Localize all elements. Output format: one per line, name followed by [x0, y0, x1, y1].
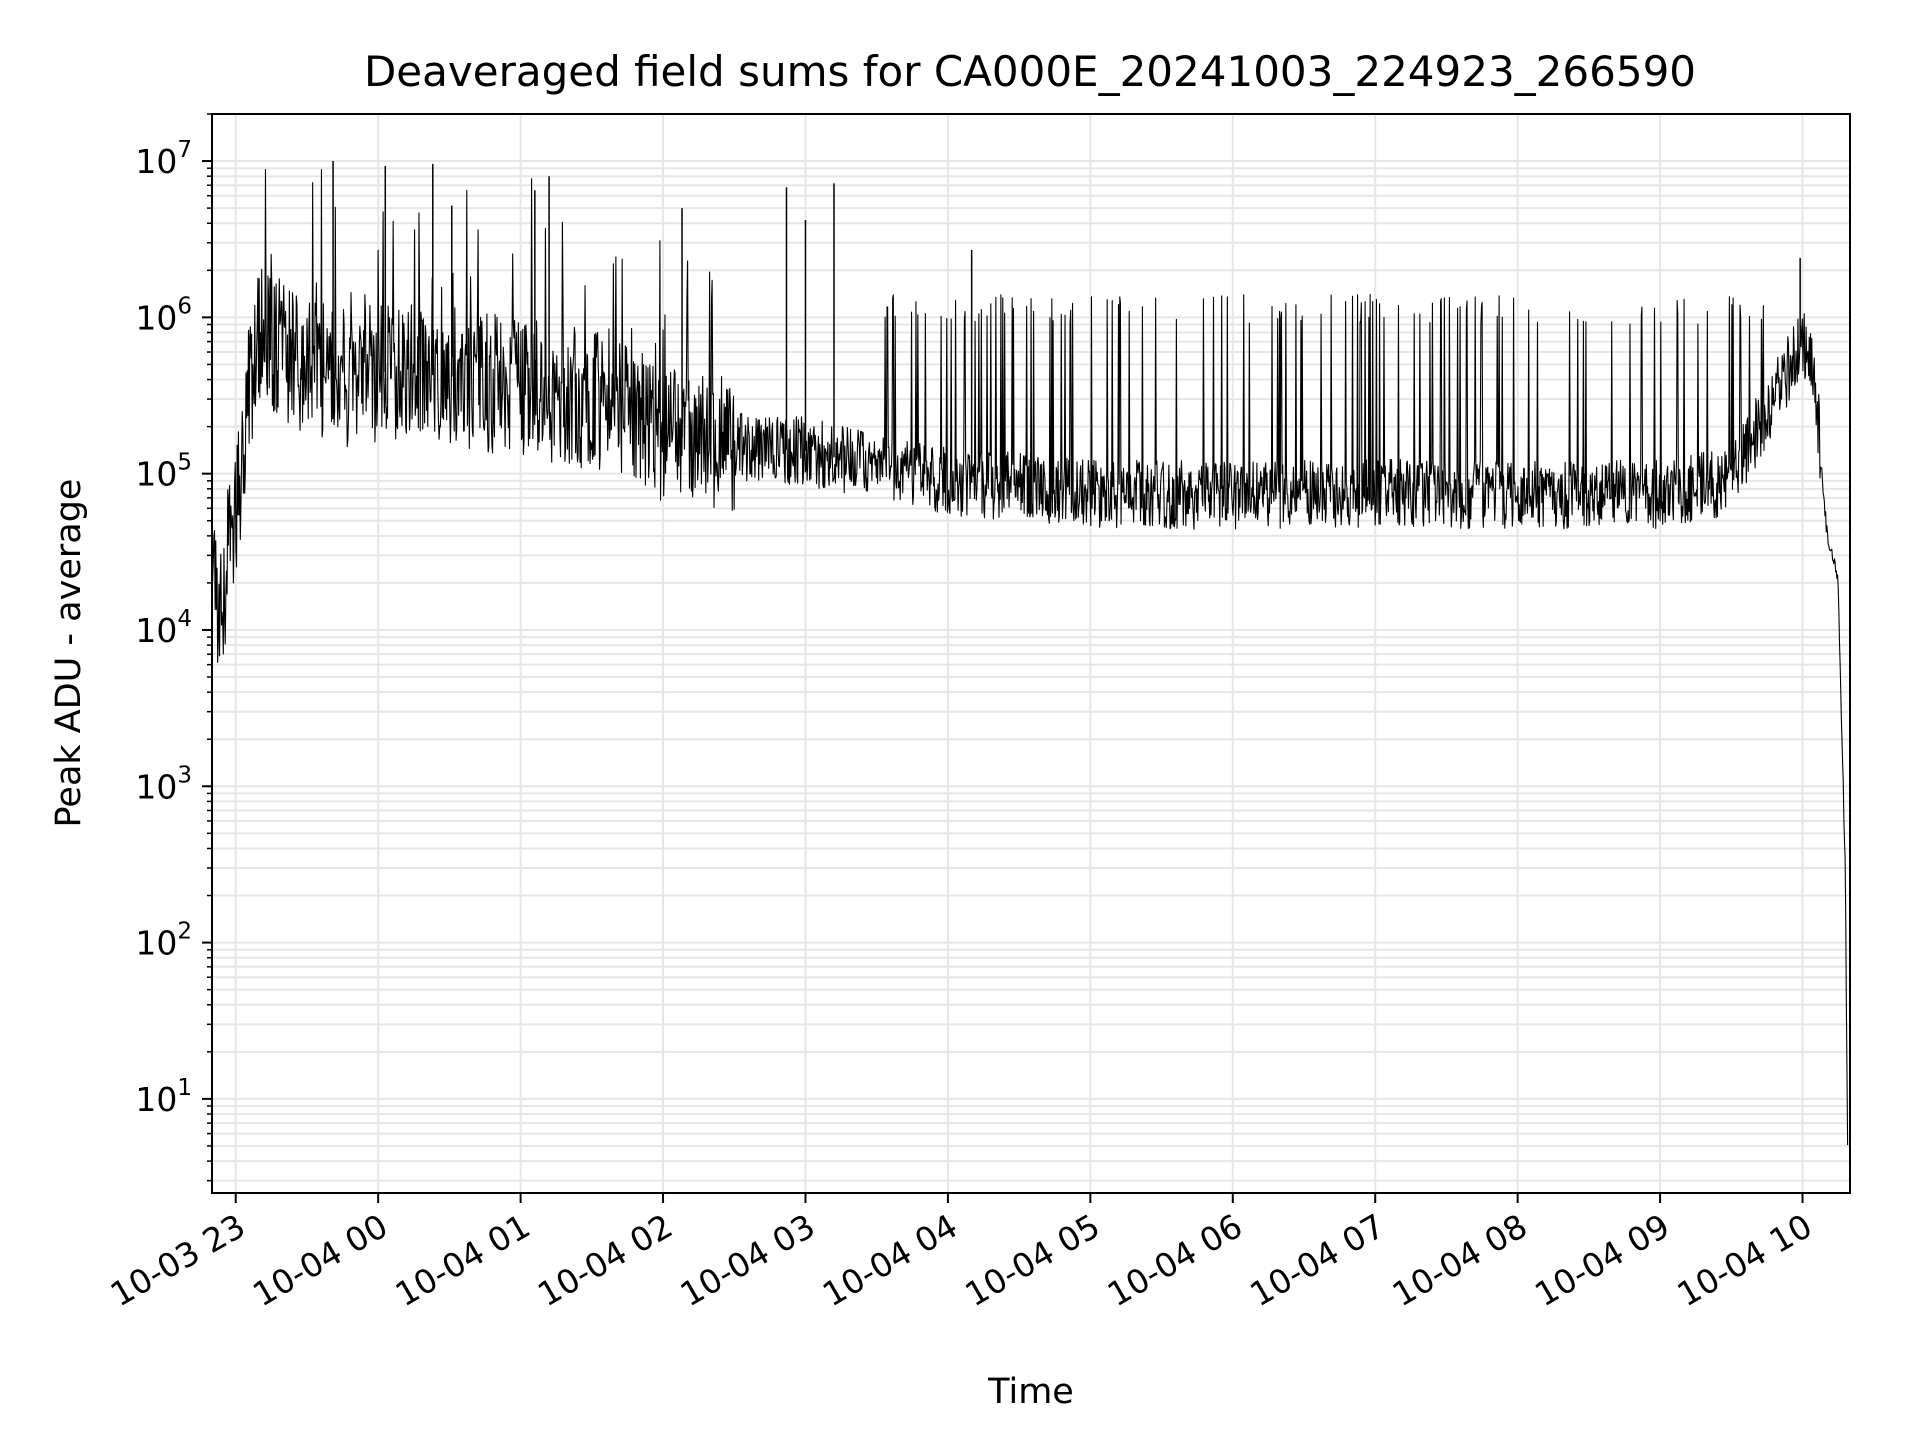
y-tick-label: 103 [135, 762, 192, 806]
tick-marks [202, 113, 1804, 1203]
y-axis-label: Peak ADU - average [49, 479, 89, 828]
y-tick-label: 105 [135, 450, 192, 494]
x-axis-label: Time [987, 1372, 1074, 1412]
y-tick-label: 101 [135, 1075, 192, 1119]
series-line [211, 168, 1849, 1146]
y-tick-label: 104 [135, 606, 192, 650]
y-tick-labels: 101 102 103 104 105 106 107 [135, 137, 192, 1119]
chart-title: Deaveraged field sums for CA000E_2024100… [364, 47, 1696, 96]
y-tick-label: 107 [135, 137, 192, 181]
y-tick-label: 102 [135, 919, 192, 963]
y-tick-label: 106 [135, 293, 192, 337]
data-line [211, 161, 1849, 1146]
